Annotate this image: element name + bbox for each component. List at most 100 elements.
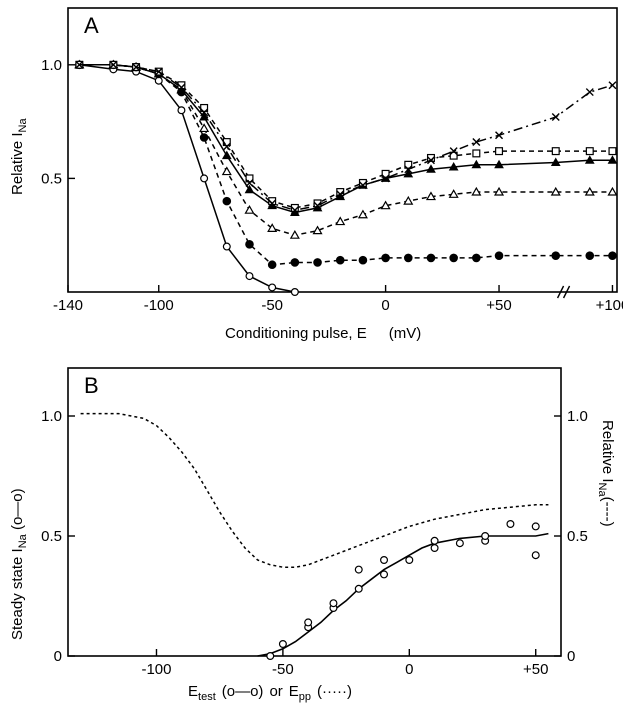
- x-tick-label: -140: [53, 297, 83, 314]
- cross-marker: [585, 88, 594, 97]
- open-circle-marker: [354, 565, 363, 574]
- filled-triangle-marker: [244, 184, 255, 194]
- open-square-marker: [336, 188, 345, 197]
- open-circle-marker: [278, 639, 287, 648]
- open-square-marker: [585, 147, 594, 156]
- open-circle-marker: [405, 555, 414, 564]
- open-square-marker: [381, 169, 390, 178]
- open-square-marker: [245, 174, 254, 183]
- open-triangle-marker: [221, 166, 232, 176]
- cross-marker: [109, 60, 118, 69]
- open-square-marker: [404, 160, 413, 169]
- y-tick-label: 0.5: [41, 528, 62, 545]
- open-square-marker: [551, 147, 560, 156]
- open-square-marker: [449, 151, 458, 160]
- x-tick-label: -100: [141, 661, 171, 678]
- steady-state-fit-curve: [257, 532, 549, 657]
- panel-a-y-axis-label: Relative INa: [9, 118, 29, 195]
- filled-circle-marker: [608, 251, 617, 260]
- y-tick-label: 1.0: [41, 408, 62, 425]
- x-tick-label: +50: [486, 297, 511, 314]
- filled-circle-marker: [222, 196, 232, 206]
- open-square-marker: [472, 149, 481, 158]
- cross-marker: [358, 181, 367, 190]
- y-tick-label: 0.5: [41, 170, 62, 187]
- x-tick-label: -100: [144, 297, 174, 314]
- y-tick-label-right: 0.5: [567, 528, 588, 545]
- x-tick-label: +50: [523, 661, 548, 678]
- cross-marker: [551, 113, 560, 122]
- filled-triangle-marker: [550, 157, 561, 166]
- open-circle-marker: [531, 551, 540, 560]
- filled-circle-marker: [494, 251, 504, 260]
- cross-marker: [336, 190, 345, 199]
- open-circle-marker: [481, 531, 490, 540]
- open-circle-marker: [354, 584, 363, 593]
- axis-break-line: [562, 285, 571, 299]
- y-tick-label-right: 0: [567, 648, 575, 665]
- relative-ina-curve: [80, 412, 549, 568]
- series-line: [79, 64, 613, 211]
- open-triangle-marker: [335, 216, 346, 226]
- panel-a: A -140 -100 -50 0 +50 +100 1.0 0.5 Relative IN…: [9, 7, 623, 342]
- filled-triangle-marker: [403, 168, 414, 178]
- open-square-marker: [290, 203, 299, 212]
- open-circle-marker: [222, 242, 231, 251]
- series-line: [79, 64, 613, 236]
- open-square-marker: [358, 178, 367, 187]
- filled-triangle-marker: [426, 164, 436, 173]
- panel-a-series: [74, 59, 618, 297]
- open-triangle-marker: [199, 123, 210, 133]
- panel-a-frame: [67, 7, 618, 293]
- cross-marker: [426, 156, 435, 165]
- filled-triangle-marker: [607, 155, 618, 164]
- panel-a-y-ticks: 1.0 0.5: [41, 57, 75, 187]
- filled-circle-marker: [267, 260, 277, 270]
- cross-marker: [177, 83, 186, 92]
- filled-triangle-marker: [221, 150, 232, 160]
- cross-marker: [200, 108, 209, 117]
- panel-a-x-axis-label: Conditioning pulse, E (mV): [225, 325, 421, 342]
- panel-b-series: [80, 412, 549, 660]
- open-circle-marker: [266, 651, 275, 660]
- open-triangle-marker: [471, 186, 482, 196]
- cross-marker: [222, 142, 231, 151]
- open-circle-marker: [304, 618, 313, 627]
- open-circle-marker: [430, 536, 439, 545]
- open-triangle-marker: [425, 191, 437, 201]
- open-triangle-marker: [267, 223, 278, 232]
- cross-marker: [472, 138, 481, 147]
- open-triangle-marker: [380, 200, 391, 210]
- filled-circle-marker: [381, 253, 390, 263]
- open-triangle-marker: [312, 225, 323, 235]
- series-open-triangle: [74, 59, 618, 239]
- open-circle-marker: [177, 106, 186, 115]
- panel-b-y-ticks: 0 0 0.5 0.5 1.0 1.0: [41, 408, 588, 665]
- open-triangle-marker: [403, 195, 414, 205]
- cross-marker: [404, 165, 413, 174]
- open-triangle-marker: [448, 189, 459, 198]
- open-triangle-marker: [607, 186, 618, 196]
- x-tick-label: -50: [272, 661, 294, 678]
- filled-circle-marker: [449, 253, 458, 263]
- filled-triangle-marker: [584, 155, 595, 164]
- series-line: [79, 64, 613, 214]
- axis-break-line: [556, 285, 565, 299]
- cross-marker: [245, 178, 254, 187]
- filled-circle-marker: [290, 258, 300, 267]
- filled-triangle-marker: [448, 162, 459, 171]
- panel-b-x-ticks: -100 -50 0 +50: [141, 649, 548, 678]
- x-tick-label: 0: [405, 661, 413, 678]
- cross-marker: [75, 60, 84, 69]
- filled-circle-marker: [403, 253, 413, 263]
- series-line: [79, 64, 296, 293]
- open-triangle-marker: [357, 209, 368, 219]
- open-circle-marker: [506, 519, 515, 528]
- open-circle-marker: [290, 288, 299, 297]
- cross-marker: [132, 63, 141, 72]
- filled-circle-marker: [551, 251, 561, 260]
- open-circle-marker: [200, 174, 209, 183]
- series-filled-circle: [75, 60, 617, 270]
- open-square-marker: [426, 153, 435, 162]
- open-triangle-marker: [584, 186, 595, 196]
